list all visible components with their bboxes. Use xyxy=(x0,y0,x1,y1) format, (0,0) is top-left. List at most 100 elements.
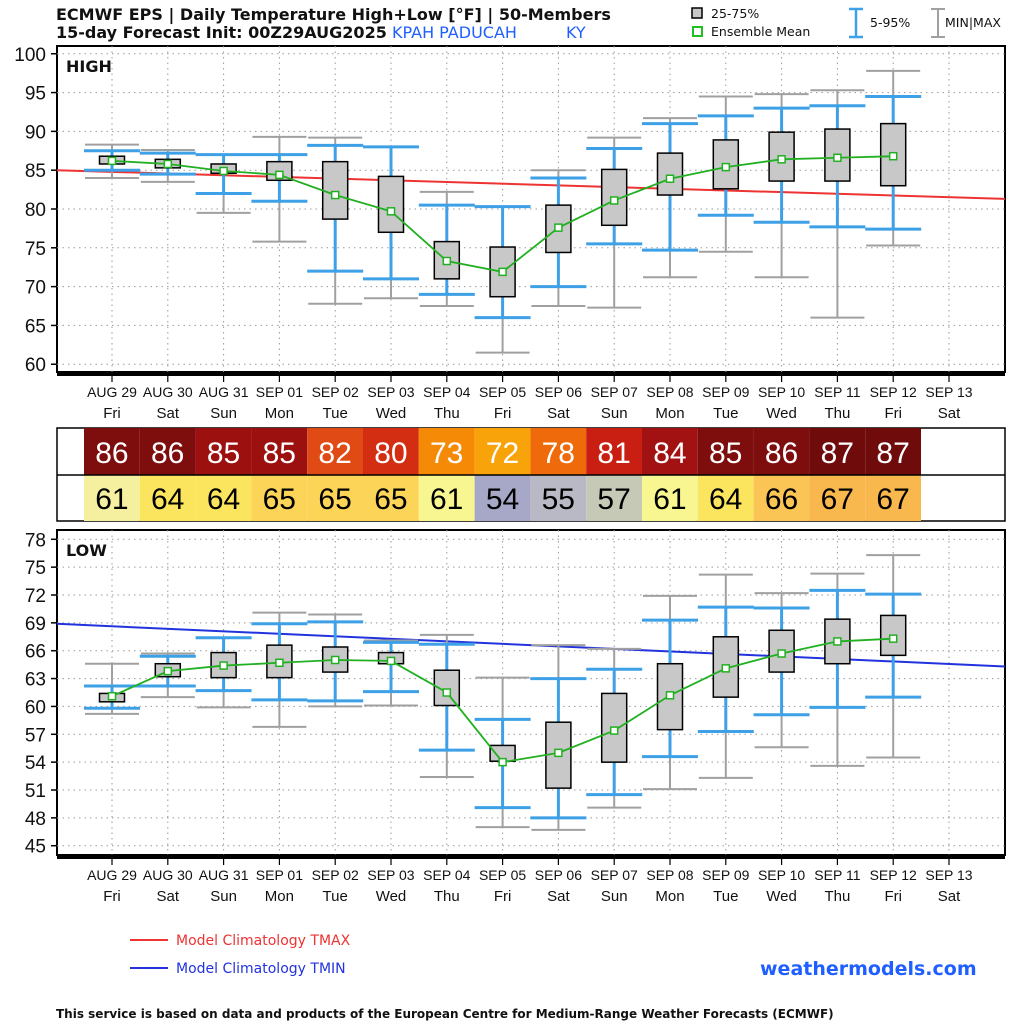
high-ytick-label: 75 xyxy=(25,239,46,260)
low-mean-marker xyxy=(609,726,619,735)
low-ytick-label: 60 xyxy=(25,697,46,718)
low-cell-bg xyxy=(418,475,475,521)
low-xtick-date: SEP 07 xyxy=(591,867,638,883)
low-ytick-label: 54 xyxy=(25,753,47,774)
low-cell-value: 65 xyxy=(318,483,351,516)
high-cell-bg xyxy=(307,428,363,475)
high-xtick-date: SEP 03 xyxy=(367,384,414,400)
low-ytick-label: 75 xyxy=(25,558,46,579)
low-ytick-label: 63 xyxy=(25,670,46,691)
low-xtick-date: SEP 11 xyxy=(814,867,860,883)
low-cell-bg xyxy=(586,475,642,521)
low-xtick-date: SEP 09 xyxy=(702,867,749,883)
low-xtick-day: Wed xyxy=(376,888,407,905)
low-cell-bg xyxy=(753,475,810,521)
low-cell-value: 64 xyxy=(151,483,184,516)
low-cell-value: 57 xyxy=(597,483,630,516)
high-mean-marker xyxy=(554,223,563,232)
high-cell-bg xyxy=(363,428,419,475)
low-xtick-day: Tue xyxy=(323,888,348,905)
low-xtick-date: SEP 13 xyxy=(925,867,972,883)
high-cell-value: 85 xyxy=(709,437,742,470)
high-ytick-label: 95 xyxy=(25,84,46,105)
low-xtick-day: Sat xyxy=(547,888,570,905)
low-cell-bg xyxy=(474,475,531,521)
low-xtick-day: Sat xyxy=(938,888,961,905)
legend-whisker-label: 5-95% xyxy=(870,15,910,30)
low-xtick-day: Fri xyxy=(103,888,121,905)
high-xtick-day: Thu xyxy=(824,405,850,422)
legend-whisker-swatch xyxy=(849,7,863,39)
low-xtick-day: Sun xyxy=(210,888,237,905)
high-cell-bg xyxy=(642,428,698,475)
high-day-box-5 xyxy=(363,145,419,300)
high-cell-value: 73 xyxy=(430,437,463,470)
low-cell-value: 64 xyxy=(709,483,742,516)
brand-link[interactable]: weathermodels.com xyxy=(760,958,977,980)
high-xtick-date: SEP 12 xyxy=(870,384,917,400)
low-xtick-date: AUG 30 xyxy=(143,867,193,883)
high-ytick-label: 85 xyxy=(25,161,46,182)
high-xtick-date: SEP 09 xyxy=(702,384,749,400)
high-cell-bg xyxy=(418,428,475,475)
high-cell-value: 84 xyxy=(653,437,686,470)
low-xtick-day: Wed xyxy=(766,888,797,905)
low-plot-frame xyxy=(56,529,1006,856)
high-axis-bar xyxy=(57,372,1005,376)
high-cell-value: 86 xyxy=(765,437,798,470)
low-xtick-day: Mon xyxy=(265,888,294,905)
high-mean-marker xyxy=(777,155,786,164)
high-day-box-12 xyxy=(753,93,810,279)
low-cell-value: 65 xyxy=(374,483,407,516)
low-cell-bg xyxy=(363,475,419,521)
low-mean-marker xyxy=(275,658,284,668)
high-xtick-date: SEP 11 xyxy=(814,384,860,400)
high-cell-value: 82 xyxy=(318,437,351,470)
low-cell-bg xyxy=(195,475,252,521)
legend-box-swatch xyxy=(691,7,703,19)
high-xtick-date: AUG 31 xyxy=(199,384,249,400)
high-mean-marker xyxy=(665,174,675,183)
high-xtick-day: Sun xyxy=(601,405,628,422)
high-cell-bg xyxy=(474,428,531,475)
low-mean-marker xyxy=(330,655,340,665)
low-mean-marker xyxy=(721,664,731,673)
low-ytick-label: 72 xyxy=(25,586,46,607)
daily-summary-table: 86 86 85 85 82 80 73 72 78 81 84 85 86 87 87 61 64 64 65 65… xyxy=(56,427,1006,522)
low-ytick-label: 57 xyxy=(25,725,46,746)
low-mean-marker xyxy=(554,748,563,758)
high-xtick-day: Sat xyxy=(547,405,570,422)
low-xtick-date: AUG 31 xyxy=(199,867,249,883)
high-cell-value: 80 xyxy=(374,437,407,470)
low-day-box-2 xyxy=(195,636,252,709)
low-mean-marker xyxy=(107,691,117,701)
high-xtick-date: SEP 01 xyxy=(256,384,303,400)
high-xtick-date: SEP 04 xyxy=(423,384,470,400)
high-ytick-label: 80 xyxy=(25,200,46,221)
low-xtick-date: SEP 04 xyxy=(423,867,470,883)
high-cell-value: 87 xyxy=(876,437,909,470)
low-xtick-date: AUG 29 xyxy=(87,867,137,883)
high-ytick-label: 65 xyxy=(25,316,46,337)
legend-mean-swatch xyxy=(692,26,703,37)
low-ytick-label: 78 xyxy=(25,530,46,551)
low-cell-bg xyxy=(84,475,140,521)
high-cell-bg xyxy=(251,428,308,475)
high-mean-marker xyxy=(386,207,396,216)
high-iqr-box xyxy=(489,246,516,298)
low-cell-bg xyxy=(139,475,196,521)
high-cell-value: 78 xyxy=(542,437,575,470)
low-day-box-1 xyxy=(139,652,196,699)
high-cell-bg xyxy=(530,428,587,475)
legend-minmax-swatch xyxy=(931,8,945,38)
high-cell-value: 86 xyxy=(151,437,184,470)
high-iqr-box xyxy=(321,160,349,220)
low-cell-value: 65 xyxy=(263,483,296,516)
high-xtick-day: Wed xyxy=(766,405,797,422)
low-xtick-date: SEP 06 xyxy=(535,867,582,883)
low-xtick-date: SEP 03 xyxy=(367,867,414,883)
high-xtick-day: Wed xyxy=(376,405,407,422)
low-cell-bg xyxy=(865,475,921,521)
low-panel-label: LOW xyxy=(66,541,107,560)
